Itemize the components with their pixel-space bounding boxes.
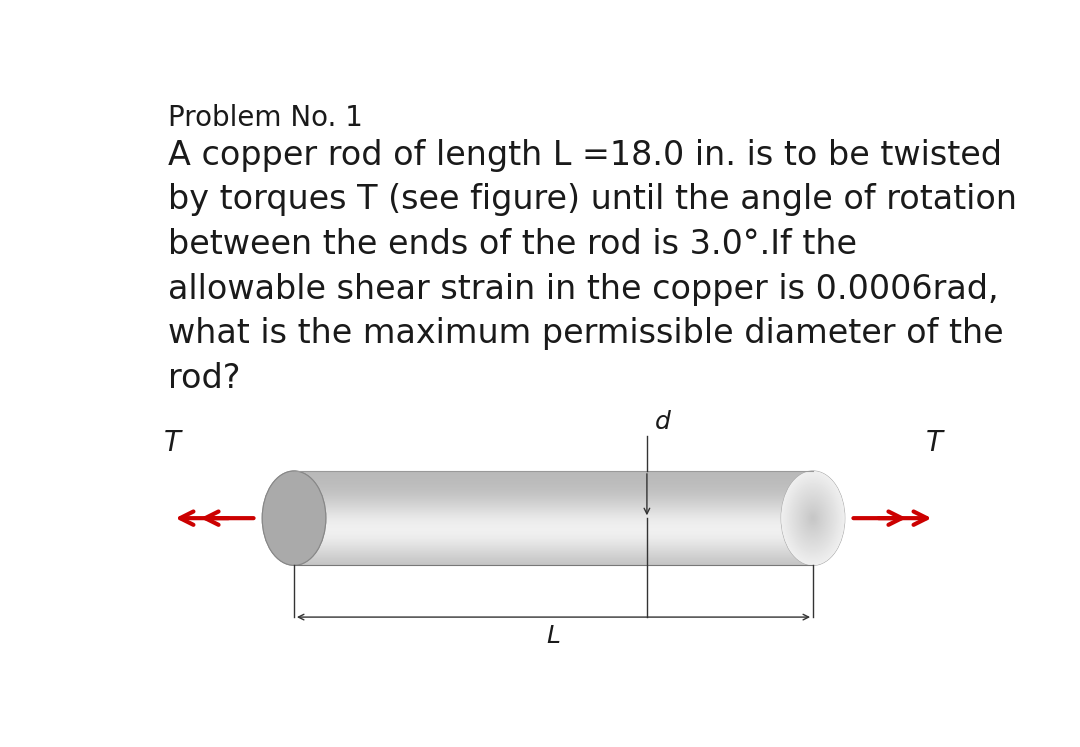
Ellipse shape bbox=[807, 509, 820, 528]
Ellipse shape bbox=[802, 503, 823, 533]
Ellipse shape bbox=[794, 489, 833, 547]
Ellipse shape bbox=[806, 506, 821, 530]
Ellipse shape bbox=[785, 476, 841, 560]
Text: Problem No. 1: Problem No. 1 bbox=[168, 104, 363, 132]
Ellipse shape bbox=[781, 471, 845, 565]
Ellipse shape bbox=[798, 497, 827, 540]
Ellipse shape bbox=[800, 499, 826, 537]
Text: T: T bbox=[926, 429, 943, 456]
Ellipse shape bbox=[789, 483, 837, 554]
Ellipse shape bbox=[782, 472, 843, 564]
Ellipse shape bbox=[804, 504, 823, 533]
Ellipse shape bbox=[809, 512, 818, 525]
Ellipse shape bbox=[799, 498, 826, 538]
Ellipse shape bbox=[811, 515, 815, 521]
Ellipse shape bbox=[807, 509, 819, 527]
Ellipse shape bbox=[789, 484, 836, 553]
Ellipse shape bbox=[799, 497, 827, 539]
Ellipse shape bbox=[262, 471, 326, 565]
Ellipse shape bbox=[792, 486, 835, 551]
Ellipse shape bbox=[788, 482, 837, 554]
Ellipse shape bbox=[810, 514, 816, 523]
Ellipse shape bbox=[787, 480, 839, 557]
Ellipse shape bbox=[796, 492, 831, 544]
Ellipse shape bbox=[806, 507, 820, 529]
Ellipse shape bbox=[781, 471, 845, 565]
Ellipse shape bbox=[788, 481, 838, 555]
Ellipse shape bbox=[810, 513, 816, 523]
Ellipse shape bbox=[787, 480, 838, 556]
Ellipse shape bbox=[802, 502, 824, 534]
Ellipse shape bbox=[796, 493, 829, 543]
Ellipse shape bbox=[792, 487, 834, 549]
Ellipse shape bbox=[809, 512, 818, 524]
Ellipse shape bbox=[787, 481, 838, 556]
Ellipse shape bbox=[789, 483, 837, 554]
Ellipse shape bbox=[795, 491, 832, 545]
Ellipse shape bbox=[805, 506, 822, 530]
Ellipse shape bbox=[782, 473, 843, 563]
Ellipse shape bbox=[800, 500, 825, 536]
Ellipse shape bbox=[795, 492, 831, 545]
Text: L: L bbox=[546, 624, 561, 648]
Ellipse shape bbox=[800, 499, 826, 538]
Ellipse shape bbox=[795, 492, 832, 545]
Text: A copper rod of length L =18.0 in. is to be twisted
by torques T (see figure) un: A copper rod of length L =18.0 in. is to… bbox=[168, 138, 1017, 395]
Ellipse shape bbox=[811, 515, 814, 521]
Ellipse shape bbox=[783, 474, 842, 562]
Text: T: T bbox=[164, 429, 181, 456]
Ellipse shape bbox=[785, 477, 840, 559]
Ellipse shape bbox=[783, 474, 843, 563]
Ellipse shape bbox=[783, 474, 842, 562]
Ellipse shape bbox=[791, 484, 836, 552]
Ellipse shape bbox=[786, 479, 840, 558]
Ellipse shape bbox=[799, 498, 827, 539]
Ellipse shape bbox=[797, 494, 829, 542]
Ellipse shape bbox=[812, 517, 814, 520]
Ellipse shape bbox=[796, 494, 829, 543]
Ellipse shape bbox=[792, 486, 834, 550]
Ellipse shape bbox=[811, 516, 814, 520]
Ellipse shape bbox=[801, 502, 824, 535]
Ellipse shape bbox=[784, 475, 842, 561]
Ellipse shape bbox=[793, 489, 833, 548]
Ellipse shape bbox=[793, 488, 834, 548]
Ellipse shape bbox=[791, 486, 835, 551]
Ellipse shape bbox=[262, 471, 326, 565]
Ellipse shape bbox=[801, 501, 824, 536]
Ellipse shape bbox=[806, 508, 820, 528]
Ellipse shape bbox=[786, 478, 840, 559]
Ellipse shape bbox=[809, 512, 816, 524]
Ellipse shape bbox=[785, 477, 841, 560]
Ellipse shape bbox=[808, 511, 818, 525]
Ellipse shape bbox=[807, 509, 819, 527]
Ellipse shape bbox=[805, 505, 822, 531]
Ellipse shape bbox=[784, 476, 841, 561]
Ellipse shape bbox=[793, 489, 833, 548]
Ellipse shape bbox=[782, 471, 845, 565]
Ellipse shape bbox=[786, 479, 839, 557]
Ellipse shape bbox=[810, 515, 815, 522]
Ellipse shape bbox=[805, 506, 821, 530]
Ellipse shape bbox=[798, 496, 828, 541]
Ellipse shape bbox=[801, 500, 825, 536]
Ellipse shape bbox=[808, 510, 819, 526]
Text: d: d bbox=[656, 409, 671, 433]
Ellipse shape bbox=[797, 495, 828, 541]
Ellipse shape bbox=[794, 490, 832, 546]
Ellipse shape bbox=[797, 495, 828, 542]
Ellipse shape bbox=[791, 485, 836, 551]
Ellipse shape bbox=[804, 504, 822, 532]
Ellipse shape bbox=[804, 503, 823, 533]
